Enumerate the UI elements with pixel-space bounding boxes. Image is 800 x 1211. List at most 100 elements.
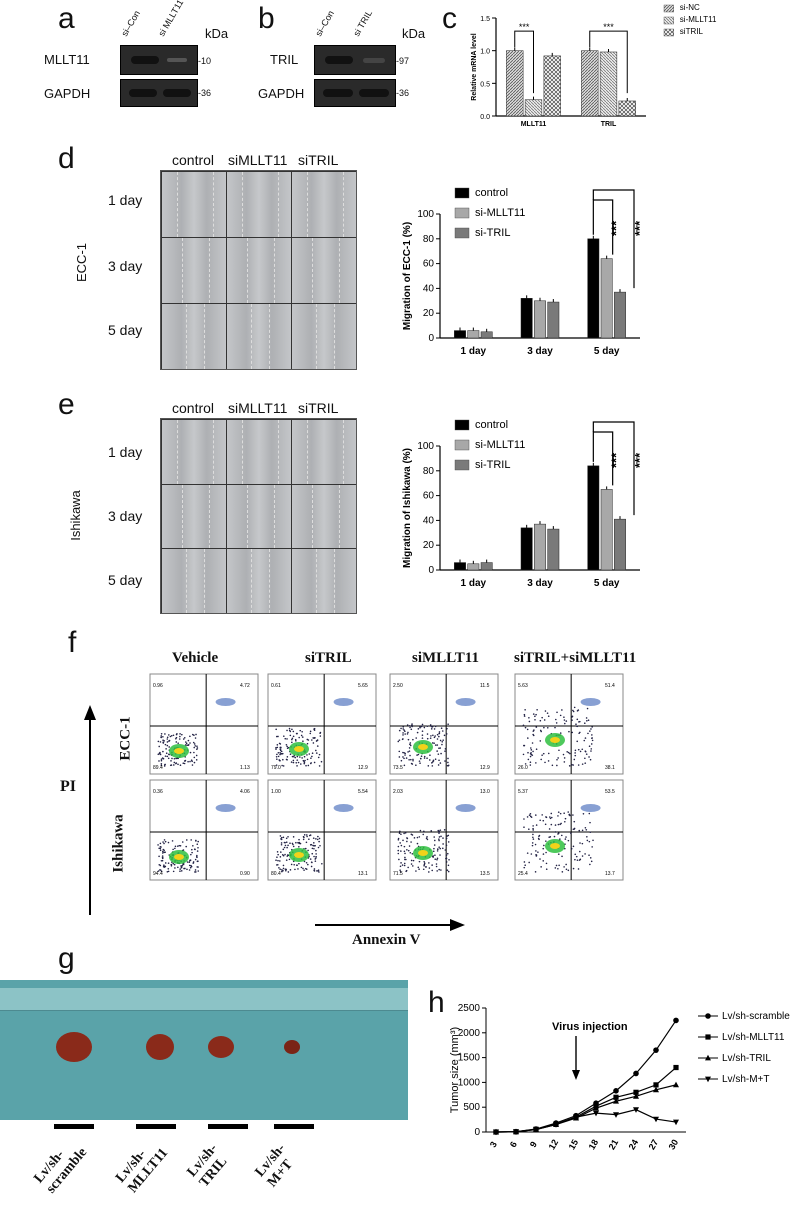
wb-b-blot2 bbox=[314, 79, 396, 107]
y-tick-label: 100 bbox=[417, 209, 434, 220]
y-tick-label: 2000 bbox=[458, 1028, 481, 1039]
flow-upper-cluster bbox=[333, 698, 354, 706]
sig-bracket bbox=[589, 30, 628, 94]
quad-q1: 73.5 bbox=[393, 765, 403, 771]
wb-a-blot2 bbox=[120, 79, 198, 107]
point-lv-sh-m-t bbox=[633, 1107, 639, 1113]
pi-arrowhead bbox=[84, 705, 96, 720]
scratch-wound-edge bbox=[176, 172, 215, 237]
point-lv-sh-m-t bbox=[573, 1114, 579, 1121]
tumor-mllt11 bbox=[146, 1034, 174, 1060]
panel-label-e: e bbox=[58, 388, 75, 421]
x-tick-label: 3 bbox=[488, 1140, 499, 1149]
x-tick-label: 6 bbox=[508, 1140, 519, 1149]
flow-plot bbox=[514, 673, 624, 775]
chart-e-migration: 0 20 40 60 80 100 1 day 3 day 5 day Migration of … bbox=[402, 419, 647, 589]
y-tick-label: 40 bbox=[423, 283, 435, 294]
legend-swatch bbox=[663, 4, 675, 13]
scratch-wound-edge bbox=[246, 238, 275, 303]
legend-marker bbox=[705, 1013, 711, 1019]
sig-bracket bbox=[592, 421, 635, 516]
legend-label: si-TRIL bbox=[475, 227, 510, 239]
quad-q4: 2.50 bbox=[393, 683, 403, 689]
panel-label-c: c bbox=[442, 2, 457, 35]
scratch-cell bbox=[291, 303, 356, 369]
wb-a-row1-marker: -10 bbox=[198, 56, 212, 66]
sig-label: *** bbox=[632, 220, 647, 236]
category-label: 3 day bbox=[527, 578, 553, 589]
sig-label: *** bbox=[603, 22, 614, 32]
category-label: 5 day bbox=[594, 346, 620, 357]
flow-cytometry-plots: 0.96 4.72 1.13 89.4 0.61 5.65 12.9 79.0 2.50 11.5… bbox=[84, 673, 624, 931]
point-lv-sh-scramble bbox=[673, 1017, 679, 1024]
category-label: 1 day bbox=[461, 346, 487, 357]
y-tick-label: 0.5 bbox=[480, 81, 490, 88]
y-tick-label: 1.0 bbox=[480, 49, 490, 56]
scratch-e-row-1day: 1 day bbox=[108, 444, 143, 460]
sig-bracket bbox=[514, 30, 534, 94]
point-lv-sh-tril bbox=[613, 1098, 619, 1104]
bar-mllt11 bbox=[136, 1124, 176, 1129]
scratch-d-col-simllt11: siMLLT11 bbox=[228, 152, 288, 168]
scratch-wound-edge bbox=[241, 172, 280, 237]
quad-q3: 13.5 bbox=[480, 871, 490, 877]
wb-a-blot1 bbox=[120, 45, 198, 75]
scratch-e-row-3day: 3 day bbox=[108, 508, 143, 524]
legend-label: si-MLLT11 bbox=[475, 439, 525, 451]
scratch-wound-edge bbox=[251, 549, 270, 613]
scratch-cell bbox=[291, 237, 356, 304]
tumor-scramble bbox=[56, 1032, 92, 1062]
quad-q1: 25.4 bbox=[518, 871, 528, 877]
scratch-e-row-5day: 5 day bbox=[108, 572, 143, 588]
scratch-wound-edge bbox=[246, 484, 275, 549]
panel-label-b: b bbox=[258, 2, 275, 35]
scratch-cell bbox=[226, 483, 292, 550]
quad-q2: 11.5 bbox=[480, 683, 490, 689]
quad-q2: 4.06 bbox=[240, 789, 250, 795]
legend-label: Lv/sh-M+T bbox=[722, 1074, 770, 1085]
y-tick-label: 0 bbox=[474, 1127, 480, 1138]
scratch-wound-edge bbox=[181, 238, 210, 303]
line-lv-sh-tril bbox=[495, 1084, 677, 1133]
legend-swatch bbox=[663, 28, 675, 37]
quad-q2: 53.5 bbox=[605, 789, 615, 795]
legend-marker bbox=[705, 1034, 711, 1040]
legend-label: Lv/sh-TRIL bbox=[722, 1053, 771, 1064]
scratch-e-col-simllt11: siMLLT11 bbox=[228, 400, 288, 416]
x-tick-label: 9 bbox=[528, 1140, 539, 1149]
flow-density-core bbox=[294, 852, 304, 858]
scratch-e-col-control: control bbox=[172, 400, 215, 416]
y-tick-label: 100 bbox=[417, 441, 434, 452]
point-lv-sh-mllt11 bbox=[613, 1094, 619, 1100]
quad-q1: 71.5 bbox=[393, 871, 403, 877]
point-lv-sh-mllt11 bbox=[633, 1089, 639, 1095]
y-axis-label: Relative mRNA level bbox=[471, 33, 478, 100]
point-lv-sh-scramble bbox=[653, 1047, 659, 1053]
wb-b-row2-marker: -36 bbox=[396, 88, 410, 98]
quad-q4: 0.96 bbox=[153, 683, 163, 689]
quad-q3: 38.1 bbox=[605, 765, 615, 771]
sig-label: *** bbox=[632, 452, 647, 468]
category-label: TRIL bbox=[601, 121, 617, 128]
flow-xaxis-label: Annexin V bbox=[352, 932, 421, 948]
flow-density-core bbox=[174, 854, 184, 860]
flow-yaxis-label: PI bbox=[60, 778, 76, 795]
flow-density-core bbox=[418, 744, 428, 750]
point-lv-sh-m-t bbox=[513, 1129, 519, 1135]
y-tick-label: 0.0 bbox=[480, 114, 490, 121]
scratch-e-grid bbox=[160, 418, 357, 614]
quad-q2: 13.0 bbox=[480, 789, 490, 795]
legend-label: control bbox=[475, 187, 508, 199]
flow-upper-cluster bbox=[215, 804, 236, 812]
y-axis-label: Tumor size (mm³) bbox=[449, 1027, 461, 1113]
point-lv-sh-scramble bbox=[633, 1070, 639, 1077]
point-lv-sh-tril bbox=[673, 1081, 679, 1088]
y-tick-label: 2500 bbox=[458, 1003, 481, 1014]
legend-swatch bbox=[454, 459, 470, 471]
ruler bbox=[0, 988, 408, 1011]
panel-label-a: a bbox=[58, 2, 75, 35]
quad-q4: 0.61 bbox=[271, 683, 281, 689]
y-tick-label: 0 bbox=[428, 333, 434, 344]
wb-a-row2-label: GAPDH bbox=[44, 86, 91, 101]
scratch-cell bbox=[291, 548, 356, 613]
